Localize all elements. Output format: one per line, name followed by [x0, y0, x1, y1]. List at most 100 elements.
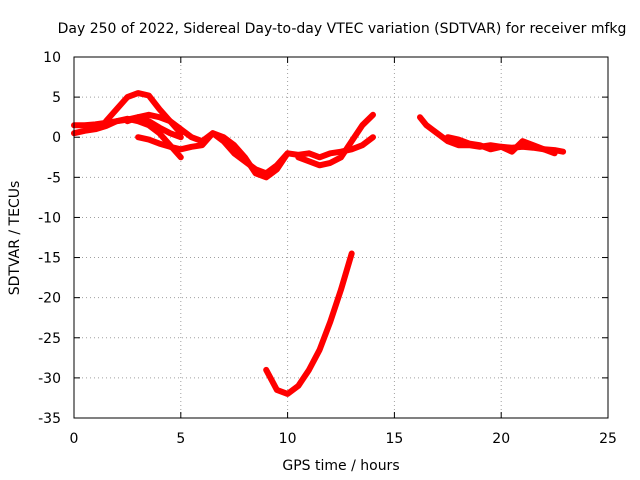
data-point: [231, 150, 237, 156]
data-point: [82, 122, 88, 128]
data-point: [552, 150, 558, 156]
data-point: [178, 126, 184, 132]
data-point: [445, 134, 451, 140]
x-tick-label: 15: [385, 431, 403, 447]
y-tick-label: -35: [38, 411, 61, 427]
data-point: [167, 130, 173, 136]
data-point: [156, 114, 162, 120]
data-point: [338, 154, 344, 160]
data-point: [199, 142, 205, 148]
data-point: [221, 138, 226, 144]
data-point: [456, 137, 461, 143]
y-tick-label: -25: [38, 331, 61, 347]
data-point: [317, 162, 323, 168]
data-point: [306, 158, 312, 164]
data-point: [156, 106, 162, 112]
data-point: [210, 130, 216, 136]
series-line-sat-g: [263, 250, 355, 397]
y-tick-label: 5: [52, 90, 61, 106]
data-point: [178, 154, 184, 160]
data-point: [103, 123, 109, 129]
data-point: [242, 158, 248, 164]
plot-frame: [73, 56, 609, 419]
y-tick-label: 10: [43, 50, 61, 66]
data-point: [146, 137, 152, 143]
data-point: [317, 154, 323, 160]
data-point: [359, 142, 365, 148]
data-point: [146, 122, 152, 128]
data-point: [103, 118, 109, 124]
data-point: [434, 130, 440, 136]
y-tick-label: 0: [52, 130, 61, 146]
data-point: [82, 128, 88, 134]
data-point: [295, 383, 301, 389]
data-point: [370, 112, 376, 118]
x-tick-label: 0: [70, 431, 79, 447]
data-point: [488, 146, 493, 152]
data-point: [135, 114, 141, 120]
data-point: [167, 144, 173, 150]
data-point: [327, 160, 333, 166]
series-line-sat-f: [295, 111, 376, 169]
data-point: [338, 287, 344, 293]
x-tick-label: 5: [176, 431, 185, 447]
data-point: [466, 141, 472, 147]
data-point: [541, 146, 547, 152]
data-point: [274, 162, 280, 168]
data-point: [359, 122, 365, 128]
data-point: [253, 166, 259, 172]
x-tick-label: 10: [279, 431, 297, 447]
data-point: [370, 134, 376, 140]
data-point: [509, 149, 515, 155]
data-point: [285, 391, 291, 397]
grid-layer: [74, 57, 608, 418]
data-point: [317, 347, 323, 353]
y-tick-label: -5: [47, 170, 61, 186]
series-layer: [71, 90, 567, 397]
y-axis-label: SDTVAR / TECUs: [7, 181, 23, 296]
data-point: [189, 144, 194, 150]
data-point: [92, 121, 98, 127]
data-point: [114, 106, 120, 112]
data-point: [456, 142, 461, 148]
data-point: [327, 150, 333, 156]
data-point: [146, 112, 152, 118]
data-point: [263, 367, 269, 373]
x-axis-label: GPS time / hours: [282, 458, 399, 474]
data-point: [156, 141, 162, 147]
data-point: [520, 138, 526, 144]
data-point: [263, 174, 269, 180]
data-point: [156, 130, 162, 136]
data-point: [178, 134, 184, 140]
data-point: [477, 142, 483, 148]
data-point: [263, 170, 269, 176]
y-tick-label: -30: [38, 371, 61, 387]
data-point: [306, 367, 312, 373]
data-point: [124, 118, 130, 124]
data-point: [498, 144, 504, 150]
data-point: [560, 149, 566, 155]
data-point: [178, 146, 184, 152]
x-tick-label: 20: [492, 431, 510, 447]
data-point: [114, 118, 120, 124]
data-point: [530, 142, 536, 148]
data-point: [231, 142, 237, 148]
data-point: [285, 150, 291, 156]
data-point: [146, 93, 152, 98]
data-point: [417, 114, 423, 120]
data-point: [423, 122, 429, 128]
data-point: [295, 154, 301, 160]
chart-title: Day 250 of 2022, Sidereal Day-to-day VTE…: [58, 21, 627, 37]
data-point: [274, 387, 280, 393]
y-tick-label: -20: [38, 291, 61, 307]
data-point: [124, 94, 130, 100]
axis-layer: 0 5 10 15 20 25 10 5 0 -5 -10 -15 -20 -25 -30 -35: [38, 50, 617, 447]
data-point: [135, 90, 141, 96]
y-tick-label: -10: [38, 210, 61, 226]
data-point: [135, 134, 141, 140]
data-point: [327, 319, 333, 325]
data-point: [189, 134, 194, 140]
data-point: [167, 118, 173, 124]
y-tick-label: -15: [38, 251, 61, 267]
